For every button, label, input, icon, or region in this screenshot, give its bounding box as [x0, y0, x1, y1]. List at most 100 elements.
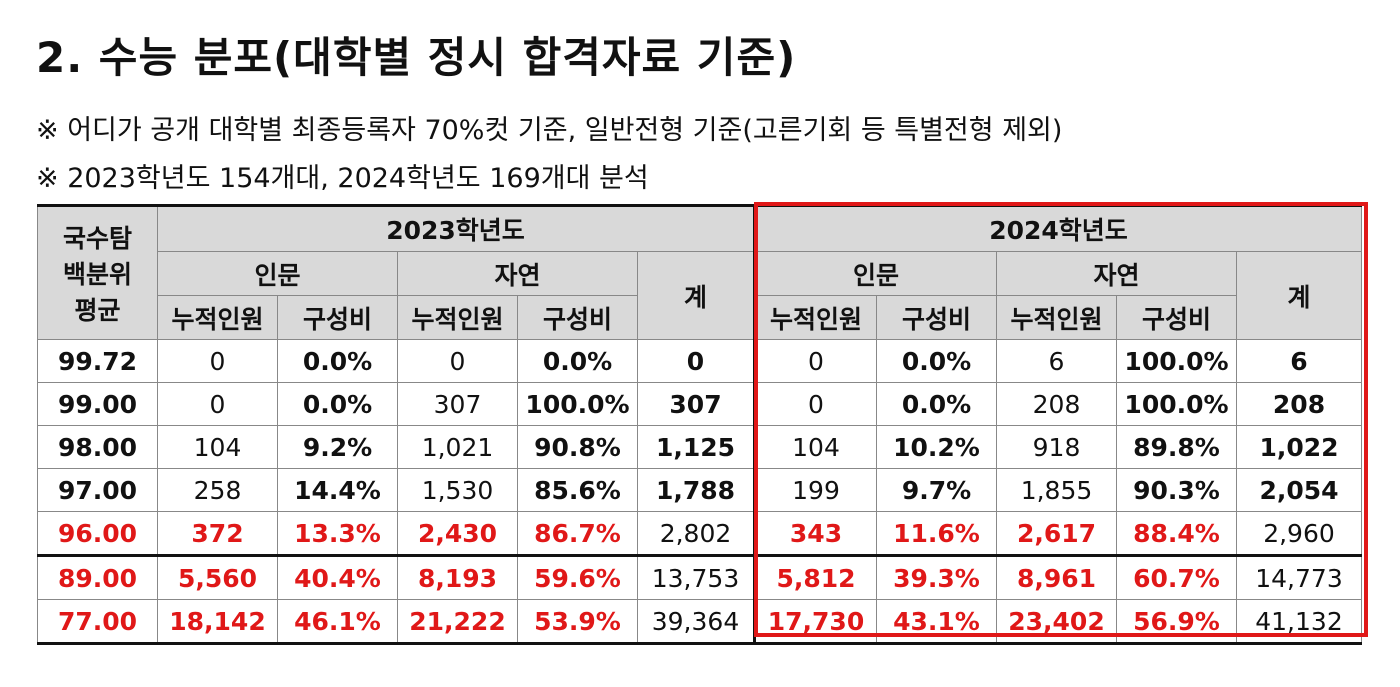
2023-total: 0	[637, 339, 756, 383]
2023-science-ratio: 90.8%	[517, 425, 638, 469]
2023-humanities-count: 372	[157, 511, 278, 556]
group-science-2023: 자연	[397, 251, 638, 296]
2024-total: 2,054	[1236, 468, 1362, 512]
2024-science-ratio: 90.3%	[1116, 468, 1237, 512]
2023-science-ratio: 59.6%	[517, 554, 638, 600]
table-row: 99.72 0 0.0% 0 0.0% 0 0 0.0% 6 100.0% 6	[37, 339, 1362, 383]
2024-total: 208	[1236, 382, 1362, 426]
score-distribution-table: 국수탐 백분위 평균 2023학년도 2024학년도 인문 자연 계 인문 자연…	[37, 204, 1362, 645]
year-2024-header: 2024학년도	[754, 204, 1362, 252]
subcol-cumulative: 누적인원	[397, 295, 518, 340]
2023-science-count: 8,193	[397, 554, 518, 600]
2023-science-ratio: 85.6%	[517, 468, 638, 512]
2023-science-count: 0	[397, 339, 518, 383]
2024-humanities-count: 199	[754, 468, 877, 512]
2024-humanities-ratio: 10.2%	[876, 425, 997, 469]
2024-science-ratio: 60.7%	[1116, 554, 1237, 600]
subcol-ratio: 구성비	[277, 295, 398, 340]
page-title: 2. 수능 분포(대학별 정시 합격자료 기준)	[36, 33, 797, 82]
2024-science-count: 23,402	[996, 599, 1117, 645]
2024-science-ratio: 89.8%	[1116, 425, 1237, 469]
2024-humanities-count: 0	[754, 382, 877, 426]
2023-humanities-count: 0	[157, 382, 278, 426]
2024-science-ratio: 100.0%	[1116, 382, 1237, 426]
2024-total: 41,132	[1236, 599, 1362, 645]
2024-humanities-count: 0	[754, 339, 877, 383]
2024-humanities-count: 17,730	[754, 599, 877, 645]
table-row: 99.00 0 0.0% 307 100.0% 307 0 0.0% 208 100.0% 208	[37, 382, 1362, 426]
2024-total: 1,022	[1236, 425, 1362, 469]
row-score: 96.00	[37, 511, 158, 556]
2023-humanities-ratio: 40.4%	[277, 554, 398, 600]
subcol-cumulative: 누적인원	[996, 295, 1117, 340]
2023-science-ratio: 0.0%	[517, 339, 638, 383]
group-humanities-2023: 인문	[157, 251, 398, 296]
group-total-2024: 계	[1236, 251, 1362, 340]
subcol-ratio: 구성비	[1116, 295, 1237, 340]
2024-science-ratio: 100.0%	[1116, 339, 1237, 383]
2024-total: 2,960	[1236, 511, 1362, 556]
2024-science-ratio: 88.4%	[1116, 511, 1237, 556]
2024-humanities-ratio: 0.0%	[876, 339, 997, 383]
2023-humanities-ratio: 0.0%	[277, 382, 398, 426]
2024-humanities-ratio: 9.7%	[876, 468, 997, 512]
2024-science-count: 8,961	[996, 554, 1117, 600]
2024-science-count: 2,617	[996, 511, 1117, 556]
2024-science-count: 918	[996, 425, 1117, 469]
table-row: 89.00 5,560 40.4% 8,193 59.6% 13,753 5,812 39.3…	[37, 554, 1362, 600]
2023-humanities-count: 0	[157, 339, 278, 383]
group-total-2023: 계	[637, 251, 756, 340]
2024-total: 14,773	[1236, 554, 1362, 600]
2023-science-ratio: 86.7%	[517, 511, 638, 556]
score-header-line: 국수탐	[62, 224, 132, 253]
2023-total: 1,788	[637, 468, 756, 512]
2024-humanities-count: 343	[754, 511, 877, 556]
2024-humanities-ratio: 43.1%	[876, 599, 997, 645]
2023-science-count: 1,530	[397, 468, 518, 512]
subcol-cumulative: 누적인원	[754, 295, 877, 340]
2023-humanities-ratio: 46.1%	[277, 599, 398, 645]
table-row: 96.00 372 13.3% 2,430 86.7% 2,802 343 11.6% 2,61…	[37, 511, 1362, 556]
2024-science-count: 6	[996, 339, 1117, 383]
row-score: 89.00	[37, 554, 158, 600]
2024-science-ratio: 56.9%	[1116, 599, 1237, 645]
row-score: 99.72	[37, 339, 158, 383]
2023-humanities-count: 5,560	[157, 554, 278, 600]
2023-science-ratio: 100.0%	[517, 382, 638, 426]
2024-science-count: 208	[996, 382, 1117, 426]
2024-science-count: 1,855	[996, 468, 1117, 512]
2023-humanities-ratio: 14.4%	[277, 468, 398, 512]
2024-total: 6	[1236, 339, 1362, 383]
2023-science-count: 2,430	[397, 511, 518, 556]
table-row: 97.00 258 14.4% 1,530 85.6% 1,788 199 9.7% 1,855…	[37, 468, 1362, 512]
subcol-ratio: 구성비	[876, 295, 997, 340]
subcol-cumulative: 누적인원	[157, 295, 278, 340]
2023-humanities-count: 258	[157, 468, 278, 512]
score-header-line: 백분위	[62, 260, 132, 289]
table-row: 77.00 18,142 46.1% 21,222 53.9% 39,364 17,730 4…	[37, 599, 1362, 645]
2024-humanities-ratio: 11.6%	[876, 511, 997, 556]
note-sample: ※ 2023학년도 154개대, 2024학년도 169개대 분석	[36, 163, 649, 194]
2023-science-count: 1,021	[397, 425, 518, 469]
score-header: 국수탐 백분위 평균	[37, 204, 158, 340]
2023-total: 39,364	[637, 599, 756, 645]
2024-humanities-count: 104	[754, 425, 877, 469]
2023-humanities-count: 18,142	[157, 599, 278, 645]
table-row: 98.00 104 9.2% 1,021 90.8% 1,125 104 10.2% 918 89…	[37, 425, 1362, 469]
row-score: 98.00	[37, 425, 158, 469]
note-criteria: ※ 어디가 공개 대학별 최종등록자 70%컷 기준, 일반전형 기준(고른기회…	[36, 115, 1063, 146]
2023-science-ratio: 53.9%	[517, 599, 638, 645]
row-score: 77.00	[37, 599, 158, 645]
group-science-2024: 자연	[996, 251, 1237, 296]
2024-humanities-ratio: 39.3%	[876, 554, 997, 600]
2023-humanities-count: 104	[157, 425, 278, 469]
2023-science-count: 307	[397, 382, 518, 426]
2023-total: 1,125	[637, 425, 756, 469]
2023-science-count: 21,222	[397, 599, 518, 645]
2023-humanities-ratio: 0.0%	[277, 339, 398, 383]
2023-total: 13,753	[637, 554, 756, 600]
2024-humanities-count: 5,812	[754, 554, 877, 600]
2023-total: 307	[637, 382, 756, 426]
2023-total: 2,802	[637, 511, 756, 556]
2023-humanities-ratio: 9.2%	[277, 425, 398, 469]
